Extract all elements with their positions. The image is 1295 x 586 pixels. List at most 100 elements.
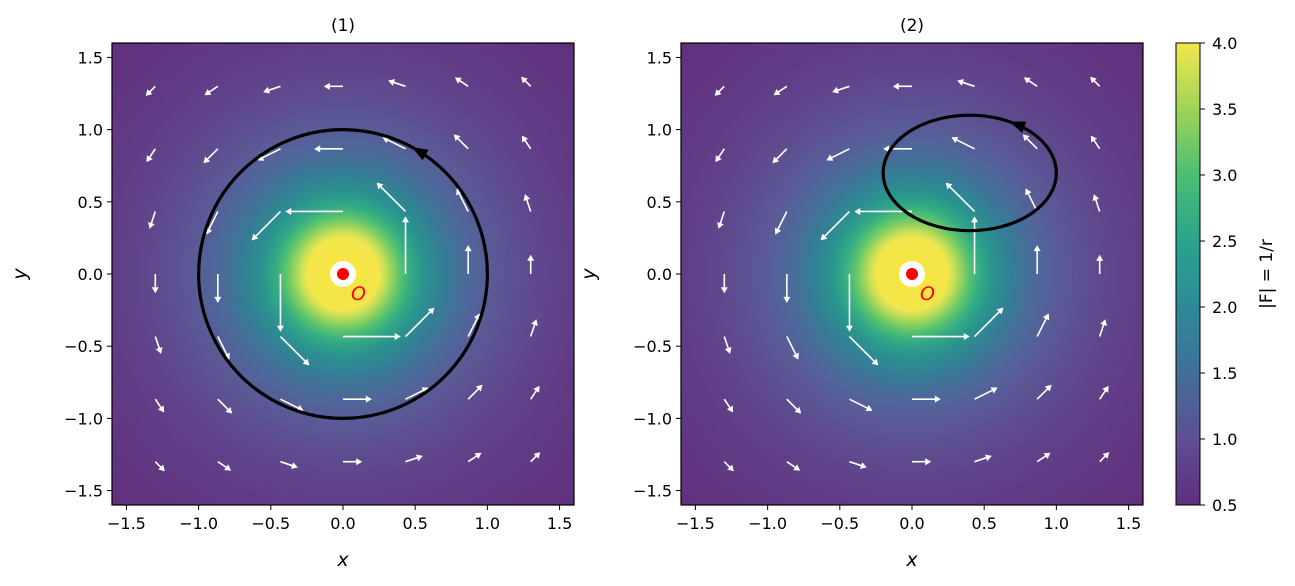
integration-loop	[881, 113, 1058, 233]
field-arrow	[467, 313, 481, 337]
field-arrow	[257, 148, 281, 161]
field-arrow	[786, 336, 799, 360]
panel-2: O −1.5 −1.0 −0.5 0.0 0.5 1.0 1.5 −1.5 −1.0 −0.5 0.0…	[578, 16, 1144, 571]
colorbar-tick-label: 2.0	[1212, 298, 1237, 317]
y-tick-label: 1.0	[78, 121, 103, 140]
field-arrow	[912, 333, 970, 341]
y-tick-label: −1.5	[633, 482, 672, 501]
field-arrow	[376, 182, 407, 213]
loop-direction-arrow	[411, 146, 429, 161]
y-axis-label: y	[9, 268, 31, 281]
colorbar-tick-label: 3.5	[1212, 100, 1237, 119]
field-arrow	[343, 458, 363, 466]
field-arrow	[783, 274, 791, 303]
field-arrow	[715, 148, 725, 163]
field-arrow	[1023, 77, 1038, 87]
y-axis-label: y	[578, 268, 600, 281]
field-arrow	[1090, 135, 1101, 150]
field-arrow	[1092, 194, 1101, 212]
field-arrow	[154, 336, 163, 354]
field-arrow	[279, 335, 310, 366]
field-arrow	[1025, 188, 1038, 212]
field-arrow	[402, 216, 410, 274]
field-arrow	[973, 307, 1004, 338]
field-arrow	[1098, 319, 1107, 337]
x-tick-label: −1.0	[748, 514, 787, 533]
field-arrow	[217, 461, 232, 471]
field-arrow	[530, 385, 540, 400]
field-arrow	[974, 387, 998, 400]
field-arrow	[521, 76, 532, 87]
field-arrow	[280, 398, 304, 412]
field-arrow	[388, 79, 406, 88]
field-arrow	[464, 245, 472, 274]
field-arrow	[1096, 254, 1104, 274]
field-arrow	[912, 395, 941, 403]
y-tick-label: 0.5	[647, 193, 672, 212]
x-tick-label: −0.5	[820, 514, 859, 533]
field-arrow	[1036, 452, 1051, 463]
field-arrow	[971, 216, 979, 274]
field-arrow	[717, 211, 726, 229]
field-arrow	[957, 79, 975, 88]
field-arrow	[151, 274, 159, 294]
field-arrow	[154, 461, 165, 472]
field-arrow	[323, 82, 343, 90]
field-arrow	[529, 319, 538, 337]
x-tick-label: 1.0	[1044, 514, 1069, 533]
field-arrow	[723, 336, 732, 354]
field-arrow	[203, 148, 219, 164]
colorbar-tick-label: 1.5	[1212, 364, 1237, 383]
x-tick-label: 1.5	[1116, 514, 1141, 533]
field-arrow	[285, 207, 343, 215]
field-arrow	[146, 148, 156, 163]
x-axis-label: x	[905, 549, 918, 571]
colorbar-tick-label: 0.5	[1212, 496, 1237, 515]
y-tick-label: 1.0	[647, 121, 672, 140]
field-arrow	[154, 398, 165, 413]
y-tick-label: −1.5	[64, 482, 103, 501]
field-arrow	[467, 452, 482, 463]
field-arrow	[1033, 245, 1041, 274]
field-arrow	[217, 336, 230, 360]
field-arrow	[845, 274, 853, 332]
y-tick-label: 0.5	[78, 193, 103, 212]
y-tick-label: −1.0	[64, 409, 103, 428]
field-arrow	[714, 85, 725, 96]
field-arrow	[820, 210, 851, 241]
field-arrow	[1090, 76, 1101, 87]
colorbar-tick-label: 2.5	[1212, 232, 1237, 251]
panel-title: (2)	[900, 16, 924, 36]
field-arrow	[405, 387, 429, 400]
integration-loop	[197, 128, 489, 420]
origin-label: O	[351, 283, 366, 305]
origin-label: O	[920, 283, 935, 305]
field-arrow	[280, 460, 298, 469]
field-arrow	[251, 210, 282, 241]
x-tick-label: 1.0	[475, 514, 500, 533]
field-arrow	[774, 211, 788, 235]
field-arrow	[892, 82, 912, 90]
field-arrow	[214, 274, 222, 303]
y-tick-label: −0.5	[64, 337, 103, 356]
field-arrow	[832, 85, 850, 94]
field-arrow	[145, 85, 156, 96]
panel-title: (1)	[331, 16, 355, 36]
field-arrow	[530, 452, 541, 463]
x-tick-label: 1.5	[547, 514, 572, 533]
field-arrow	[148, 211, 157, 229]
field-arrow	[945, 182, 976, 213]
y-tick-label: −1.0	[633, 409, 672, 428]
field-arrow	[1036, 313, 1050, 337]
colorbar-tick-label: 4.0	[1212, 34, 1237, 53]
field-arrow	[1099, 385, 1109, 400]
field-arrow	[276, 274, 284, 332]
field-arrow	[723, 461, 734, 472]
field-arrow	[720, 274, 728, 294]
y-tick-label: −0.5	[633, 337, 672, 356]
field-arrow	[786, 398, 802, 414]
x-tick-label: 0.0	[899, 514, 924, 533]
field-arrow	[849, 460, 867, 469]
field-arrow	[527, 254, 535, 274]
field-arrow	[204, 85, 219, 96]
